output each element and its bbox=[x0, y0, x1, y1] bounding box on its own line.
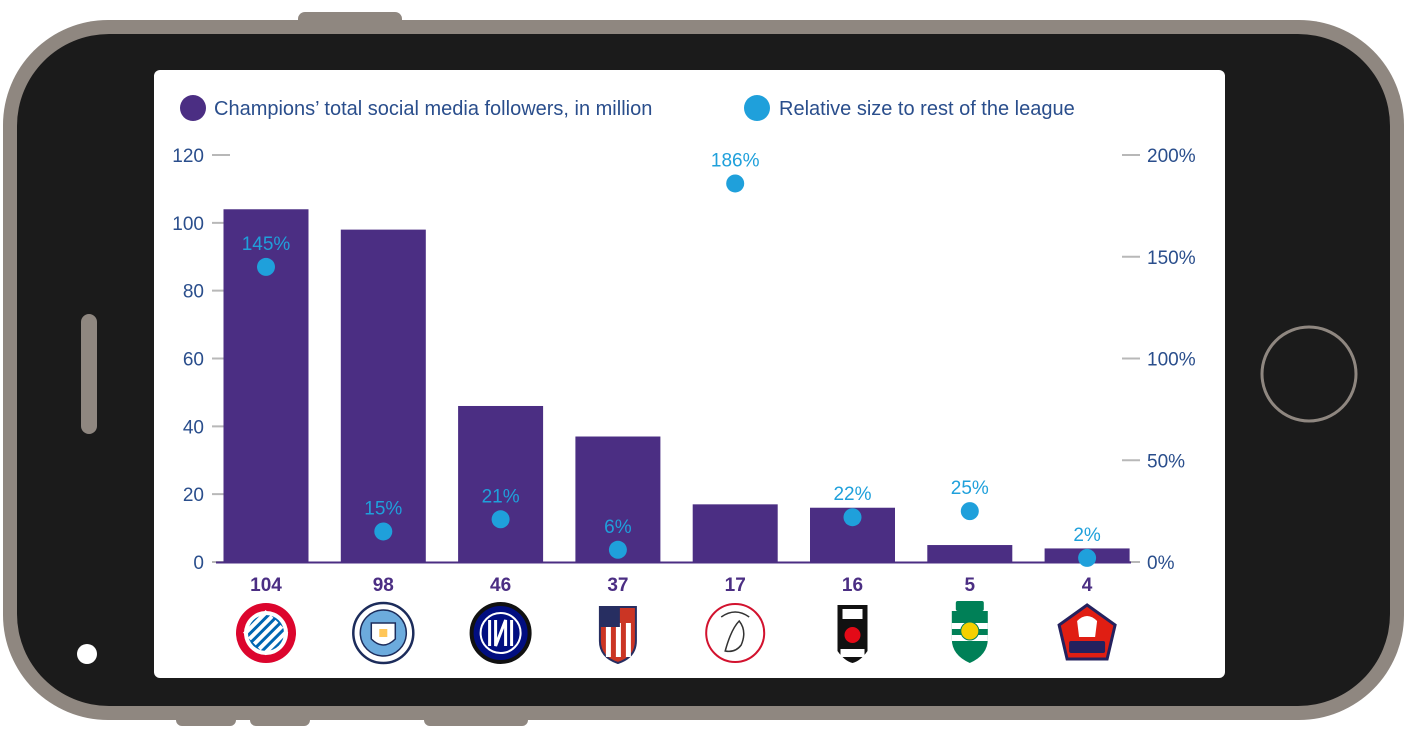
followers-value-label: 104 bbox=[250, 575, 282, 596]
left-tick-label: 120 bbox=[172, 146, 204, 167]
left-tick-label: 0 bbox=[193, 553, 204, 574]
right-tick-label: 0% bbox=[1147, 553, 1175, 574]
camera-dot bbox=[77, 644, 97, 664]
relative-size-dot bbox=[374, 522, 393, 541]
right-tick-label: 50% bbox=[1147, 451, 1185, 472]
relative-size-dot bbox=[726, 174, 745, 193]
relative-size-label: 25% bbox=[951, 478, 989, 499]
relative-size-label: 186% bbox=[711, 150, 760, 171]
relative-size-dot bbox=[843, 508, 862, 527]
manchester-city-crest-icon bbox=[352, 601, 415, 665]
followers-value-label: 37 bbox=[607, 575, 628, 596]
speaker-slot bbox=[81, 314, 97, 434]
followers-bar bbox=[340, 229, 426, 562]
right-tick-label: 200% bbox=[1147, 146, 1196, 167]
followers-value-label: 98 bbox=[373, 575, 394, 596]
left-tick-label: 100 bbox=[172, 214, 204, 235]
right-axis: 0% 50% 100% 150% 200% bbox=[1122, 146, 1196, 574]
home-button[interactable] bbox=[1260, 325, 1358, 423]
right-tick-label: 150% bbox=[1147, 248, 1196, 269]
relative-size-label: 21% bbox=[482, 486, 520, 507]
sporting-cp-crest-icon bbox=[951, 601, 988, 663]
followers-value-label: 17 bbox=[725, 575, 746, 596]
left-tick-label: 20 bbox=[183, 485, 204, 506]
legend-followers-label: Champions’ total social media followers,… bbox=[214, 98, 652, 120]
inter-milan-crest-icon bbox=[469, 602, 532, 664]
relative-size-dot bbox=[608, 540, 627, 559]
left-tick-label: 60 bbox=[183, 350, 204, 371]
relative-size-label: 15% bbox=[364, 498, 402, 519]
relative-size-label: 6% bbox=[604, 517, 632, 538]
relative-size-dot bbox=[491, 510, 510, 529]
besiktas-crest-icon bbox=[837, 605, 868, 663]
legend: Champions’ total social media followers,… bbox=[180, 95, 1075, 121]
relative-size-label: 22% bbox=[833, 484, 871, 505]
relative-size-label: 2% bbox=[1073, 525, 1101, 546]
relative-size-dot bbox=[257, 257, 275, 276]
legend-relative-label: Relative size to rest of the league bbox=[779, 98, 1075, 120]
left-tick-label: 40 bbox=[183, 417, 204, 438]
followers-bar bbox=[927, 545, 1013, 562]
atletico-madrid-crest-icon bbox=[598, 606, 637, 665]
followers-value-label: 4 bbox=[1082, 575, 1093, 596]
relative-size-dot bbox=[960, 502, 979, 521]
followers-value-label: 16 bbox=[842, 575, 863, 596]
relative-size-label: 145% bbox=[242, 234, 291, 255]
value-labels: 104 98 46 37 17 16 5 4 bbox=[250, 575, 1093, 596]
left-tick-label: 80 bbox=[183, 282, 204, 303]
club-crests bbox=[236, 601, 1117, 665]
legend-relative-swatch bbox=[744, 95, 770, 121]
legend-followers-swatch bbox=[180, 95, 206, 121]
bayern-munich-crest-icon bbox=[236, 603, 296, 663]
lille-losc-crest-icon bbox=[1057, 603, 1117, 661]
screen bbox=[154, 70, 1225, 678]
bar-series bbox=[223, 209, 1130, 562]
followers-bar bbox=[692, 504, 778, 562]
relative-size-dot bbox=[1078, 548, 1097, 567]
followers-value-label: 5 bbox=[965, 575, 976, 596]
relative-size-series: 145% 15% 21% 6% 186% 22% 25% 2% bbox=[242, 150, 1101, 567]
followers-bar bbox=[458, 405, 544, 562]
right-tick-label: 100% bbox=[1147, 350, 1196, 371]
ajax-crest-icon bbox=[705, 603, 766, 663]
followers-value-label: 46 bbox=[490, 575, 511, 596]
